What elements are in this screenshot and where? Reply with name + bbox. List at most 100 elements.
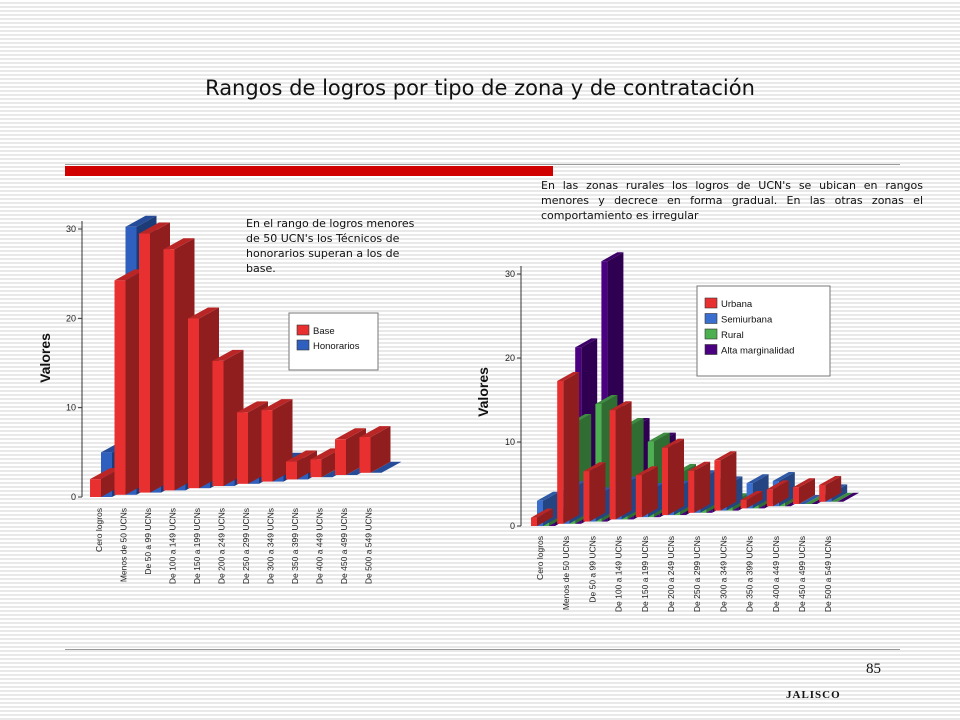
bar — [688, 470, 695, 513]
bar-side — [668, 438, 684, 515]
legend-swatch — [296, 339, 310, 351]
bar-side — [297, 450, 317, 480]
bar — [310, 459, 322, 478]
legend-box — [696, 285, 831, 377]
x-tick-label: De 300 a 349 UCNs — [266, 508, 276, 584]
y-axis-label: Valores — [37, 333, 53, 383]
y-tick-label: 0 — [510, 521, 515, 531]
y-tick-label: 20 — [66, 313, 76, 323]
bar-side — [825, 476, 842, 502]
y-tick-label: 30 — [66, 224, 76, 234]
bar — [188, 318, 199, 489]
bar-side — [799, 478, 815, 504]
chart-body: 0 10 20 30 Valores Cero logros Menos de 50 UCN… — [475, 252, 860, 612]
legend-label: Base — [313, 326, 335, 337]
legend-label: Semiurbana — [721, 315, 773, 326]
bar — [819, 485, 826, 502]
bar — [531, 517, 537, 526]
bar-top — [188, 307, 219, 319]
y-tick-label: 20 — [505, 353, 515, 363]
bar — [714, 460, 721, 511]
legend-label: Rural — [721, 330, 744, 341]
bar-top — [237, 401, 268, 413]
legend: Base Honorarios — [288, 312, 379, 371]
x-tick-label: De 200 a 249 UCNs — [666, 536, 676, 612]
bar-top — [595, 395, 618, 404]
bar-top — [837, 492, 860, 502]
x-tick-label: De 50 a 99 UCNs — [143, 508, 153, 575]
bar-top — [714, 451, 737, 461]
legend-swatch — [704, 328, 718, 340]
bar — [766, 489, 773, 507]
footer-state: JALISCO — [786, 689, 841, 701]
y-axis-label: Valores — [475, 367, 491, 417]
bar — [261, 410, 273, 482]
bar — [740, 500, 747, 509]
bar-top — [537, 491, 559, 501]
x-tick-label: Menos de 50 UCNs — [119, 508, 129, 582]
x-tick-label: De 350 a 399 UCNs — [290, 508, 300, 584]
legend-swatch — [704, 297, 718, 309]
bar — [163, 249, 175, 491]
bar-top — [662, 438, 684, 448]
bar-side — [720, 451, 737, 511]
x-tick-label: De 100 a 149 UCNs — [168, 508, 178, 584]
bar — [635, 475, 642, 518]
x-tick-label: Cero logros — [94, 508, 104, 552]
bar-side — [563, 372, 580, 524]
bar — [212, 360, 224, 486]
legend-label: Alta marginalidad — [721, 346, 794, 357]
x-tick-label: De 50 a 99 UCNs — [587, 536, 597, 603]
bar — [335, 439, 346, 475]
red-accent-bar — [65, 166, 553, 176]
y-tick-label: 0 — [71, 492, 76, 502]
bar-top — [310, 448, 342, 460]
bar-top — [740, 491, 763, 500]
x-tick-label: Cero logros — [535, 536, 545, 580]
bar-top — [766, 480, 789, 490]
bar-top — [163, 238, 195, 250]
bar-top — [212, 349, 244, 361]
x-tick-label: De 450 a 499 UCNs — [797, 536, 807, 612]
bar — [609, 410, 616, 520]
bar-top — [335, 428, 366, 440]
x-tick-label: Menos de 50 UCNs — [561, 536, 571, 610]
bar-top — [647, 432, 670, 442]
bar-top — [575, 338, 598, 348]
x-tick-label: De 450 a 499 UCNs — [339, 508, 349, 584]
x-tick-label: De 150 a 199 UCNs — [192, 508, 202, 584]
bar-top — [819, 476, 842, 485]
bar — [557, 381, 564, 524]
x-tick-label: De 250 a 299 UCNs — [241, 508, 251, 584]
bar-top — [831, 492, 854, 502]
legend: Urbana Semiurbana Rural Alta marginalidad — [696, 285, 831, 377]
x-tick-label: De 200 a 249 UCNs — [217, 508, 227, 584]
bar — [359, 437, 371, 473]
x-tick-label: De 150 a 199 UCNs — [640, 536, 650, 612]
y-tick-label: 10 — [66, 403, 76, 413]
x-tick-label: De 100 a 149 UCNs — [614, 536, 624, 612]
top-rule — [65, 164, 900, 165]
legend-swatch — [704, 344, 718, 355]
bar-top — [635, 466, 658, 476]
bar — [139, 233, 150, 493]
bar-top — [139, 222, 170, 234]
bar-side — [615, 401, 632, 520]
bar — [583, 471, 590, 522]
bar-top — [688, 461, 711, 471]
note-right: En las zonas rurales los logros de UCN's… — [541, 179, 923, 222]
note-left: En el rango de logros menores de 50 UCN'… — [246, 217, 415, 275]
page-number: 85 — [866, 661, 881, 677]
bar-top — [359, 426, 391, 438]
chart-body: 0 10 20 30 Valores Cero logros Menos de 50 UCN… — [37, 215, 402, 584]
bar-top — [90, 468, 121, 480]
page-title: Rangos de logros por tipo de zona y de c… — [205, 76, 755, 100]
bar-top — [125, 215, 157, 227]
bar-top — [370, 461, 402, 473]
x-tick-label: De 500 a 549 UCNs — [364, 508, 374, 584]
bar — [237, 412, 248, 484]
bar-top — [261, 399, 293, 411]
bar-top — [746, 474, 769, 484]
bar — [286, 461, 297, 480]
